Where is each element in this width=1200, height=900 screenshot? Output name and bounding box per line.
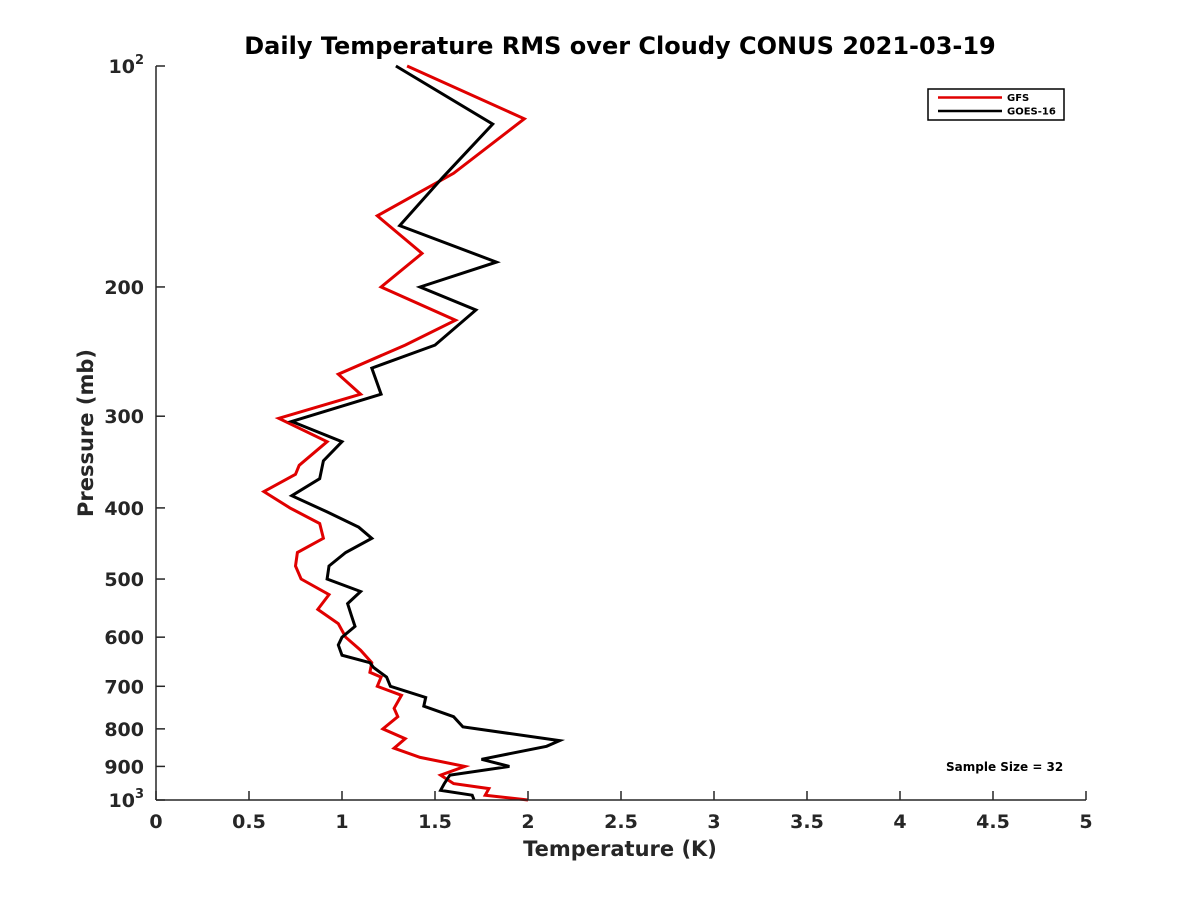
y-tick-label: 800 [104,719,144,741]
x-tick-label: 2 [521,811,534,833]
x-tick-label: 0 [149,811,162,833]
y-tick-label: 600 [104,627,144,649]
legend-label-gfs: GFS [1007,93,1029,104]
y-tick-label: 103 [109,787,145,812]
x-tick-label: 5 [1079,811,1092,833]
y-tick-label: 102 [109,53,145,78]
x-tick-label: 4 [893,811,906,833]
sample-size-annotation: Sample Size = 32 [946,760,1063,774]
y-tick-label: 500 [104,569,144,591]
y-tick-label: 700 [104,676,144,698]
x-tick-label: 3 [707,811,720,833]
chart-title: Daily Temperature RMS over Cloudy CONUS … [244,32,996,60]
y-ticks: 102 200 300 400 500 600 700 800 900 103 [104,53,165,812]
series-layer [260,64,566,802]
y-tick-label: 300 [104,406,144,428]
x-ticks: 0 0.5 1 1.5 2 2.5 3 3.5 4 4.5 5 [149,791,1093,833]
x-tick-label: 0.5 [232,811,266,833]
legend-box [927,88,1065,121]
x-tick-label: 1 [335,811,348,833]
y-tick-label: 900 [104,756,144,778]
x-tick-label: 1.5 [418,811,452,833]
plot-area [156,66,1086,800]
x-tick-label: 2.5 [604,811,638,833]
x-tick-label: 4.5 [976,811,1010,833]
series-line-gfs [260,64,529,802]
legend-label-goes16: GOES-16 [1007,107,1056,118]
legend: GFS GOES-16 [927,88,1065,121]
series-line-goes16 [287,64,566,801]
y-tick-label: 400 [104,498,144,520]
x-tick-label: 3.5 [790,811,824,833]
y-tick-label: 200 [104,277,144,299]
y-axis-label: Pressure (mb) [74,349,98,517]
x-axis-label: Temperature (K) [523,837,717,861]
